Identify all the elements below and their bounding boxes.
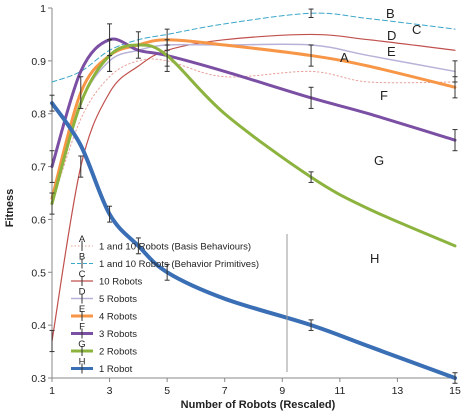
error-bar <box>308 171 314 183</box>
legend-entry-b: B 1 and 10 Robots (Behavior Primitives) <box>71 252 259 270</box>
legend-entry-g: G 2 Robots <box>71 339 137 358</box>
error-bar <box>452 129 458 152</box>
legend-label: 10 Robots <box>99 277 143 288</box>
legend-entry-d: D 5 Robots <box>71 287 137 305</box>
series-line-b <box>51 12 456 83</box>
legend-entry-c: C 10 Robots <box>71 269 143 288</box>
axes: 0.30.40.50.60.70.80.911 3 5 7 9 11 13 15 <box>31 3 461 397</box>
x-tick-label: 7 <box>222 385 228 397</box>
error-bar <box>49 150 55 183</box>
y-tick-label: 0.3 <box>31 373 46 385</box>
x-tick-label: 9 <box>279 385 285 397</box>
error-bar <box>164 28 170 51</box>
curve-letters: A B C DE F G H <box>340 6 421 266</box>
legend-entry-e: E 4 Robots <box>71 304 137 323</box>
legend-key: H <box>79 357 86 368</box>
curve-letter-e: E <box>387 44 396 59</box>
legend-key: B <box>79 252 85 263</box>
legend-key: A <box>79 234 86 245</box>
legend-entry-h: H 1 Robot <box>71 357 133 375</box>
error-bar <box>135 31 141 59</box>
x-tick-label: 5 <box>164 385 170 397</box>
legend-key: D <box>79 287 86 298</box>
legend-label: 3 Robots <box>99 329 137 340</box>
curve-letter-c: C <box>412 22 421 37</box>
legend-label: 1 Robot <box>99 364 133 375</box>
y-tick-label: 0.8 <box>31 109 46 121</box>
curve-letter-g: G <box>374 153 384 168</box>
error-bar <box>308 44 314 67</box>
x-tick-label: 1 <box>49 385 55 397</box>
curve-letter-d: D <box>387 28 396 43</box>
y-tick-label: 1 <box>40 3 46 15</box>
legend-label: 4 Robots <box>99 312 137 323</box>
legend-label: 2 Robots <box>99 347 137 358</box>
legend-entry-f: F 3 Robots <box>71 322 137 340</box>
error-bar <box>135 237 141 255</box>
legend: A 1 and 10 Robots (Basis Behaviours) B 1 an… <box>71 234 288 375</box>
y-tick-label: 0.7 <box>31 162 46 174</box>
y-tick-label: 0.9 <box>31 56 46 68</box>
legend-entry-a: A 1 and 10 Robots (Basis Behaviours) <box>71 234 251 253</box>
series-line-g <box>50 43 457 248</box>
error-bar <box>452 60 458 83</box>
error-bar <box>49 329 55 353</box>
series-line-e <box>50 38 457 200</box>
y-axis-title: Fitness <box>4 189 16 228</box>
legend-key: G <box>78 339 85 350</box>
error-bar <box>78 76 84 109</box>
y-tick-label: 0.4 <box>31 320 46 332</box>
legend-key: E <box>79 304 85 315</box>
curve-letter-a: A <box>340 50 349 65</box>
curves <box>50 12 457 380</box>
legend-label: 1 and 10 Robots (Basis Behaviours) <box>99 242 251 253</box>
error-bar <box>308 86 314 109</box>
legend-label: 1 and 10 Robots (Behavior Primitives) <box>99 259 259 270</box>
error-bar <box>49 192 55 215</box>
y-tick-label: 0.5 <box>31 267 46 279</box>
x-tick-label: 13 <box>392 385 404 397</box>
x-axis-title: Number of Robots (Rescaled) <box>181 399 336 411</box>
error-bar <box>164 263 170 281</box>
error-bar <box>452 372 458 384</box>
legend-label: 5 Robots <box>99 294 137 305</box>
error-bar <box>107 205 113 223</box>
y-tick-label: 0.6 <box>31 214 46 226</box>
curve-letter-f: F <box>380 88 388 103</box>
series-line-a <box>51 58 456 205</box>
legend-key: F <box>79 322 85 333</box>
legend-key: C <box>79 269 86 280</box>
error-bar <box>78 155 84 178</box>
curve-letter-b: B <box>386 6 395 21</box>
error-bar <box>308 319 314 331</box>
x-tick-label: 3 <box>107 385 113 397</box>
error-bar <box>49 94 55 112</box>
curve-letter-h: H <box>370 251 379 266</box>
error-bar <box>107 39 113 72</box>
error-bar <box>308 8 314 19</box>
x-tick-label: 11 <box>334 385 345 397</box>
series-line-h <box>50 101 457 380</box>
x-tick-label: 15 <box>449 385 461 397</box>
error-bars <box>49 8 458 384</box>
